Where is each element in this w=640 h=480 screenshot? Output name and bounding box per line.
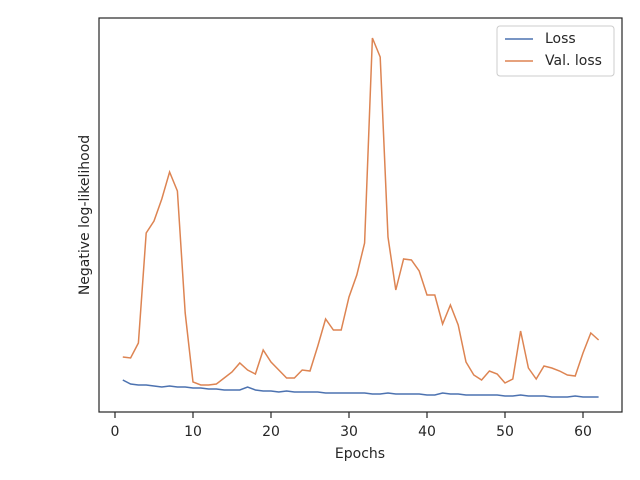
line-series (122, 379, 599, 398)
x-tick-label: 10 (184, 424, 202, 440)
y-axis-label: Negative log-likelihood (77, 135, 93, 295)
x-tick-label: 60 (574, 424, 592, 440)
axes-frame (98, 17, 623, 413)
legend-label: Loss (545, 31, 576, 47)
line-series (122, 37, 600, 386)
legend-label: Val. loss (545, 53, 602, 69)
x-tick-label: 20 (262, 424, 280, 440)
x-tick-label: 40 (418, 424, 436, 440)
x-axis-label: Epochs (335, 446, 385, 462)
x-tick-label: 0 (111, 424, 120, 440)
x-tick-label: 30 (340, 424, 358, 440)
x-tick-label: 50 (496, 424, 514, 440)
